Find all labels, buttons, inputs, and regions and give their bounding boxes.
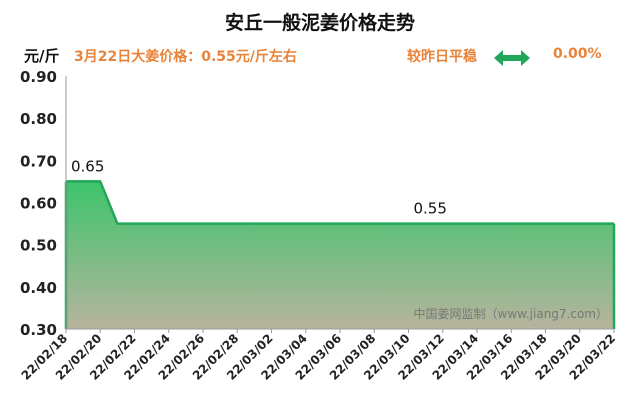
y-tick-label: 0.70 (20, 152, 57, 170)
y-tick-label: 0.80 (20, 110, 57, 128)
chart-title: 安丘一般泥姜价格走势 (224, 12, 415, 34)
y-tick-label: 0.60 (20, 195, 57, 213)
watermark: 中国姜网监制（www.jiang7.com） (414, 306, 608, 321)
y-tick-label: 0.40 (20, 279, 57, 297)
data-label: 0.55 (414, 200, 447, 218)
area-fill (66, 181, 614, 329)
series-line (66, 180, 614, 225)
y-tick-label: 0.90 (20, 68, 57, 86)
data-label: 0.65 (71, 157, 104, 175)
change-percent: 0.00% (553, 46, 602, 62)
trend-label: 较昨日平稳 (407, 49, 477, 65)
y-tick-label: 0.30 (20, 321, 57, 339)
price-headline: 3月22日大姜价格：0.55元/斤左右 (74, 49, 297, 65)
unit-label: 元/斤 (24, 47, 60, 65)
double-arrow-icon (494, 50, 530, 66)
y-tick-label: 0.50 (20, 237, 57, 255)
